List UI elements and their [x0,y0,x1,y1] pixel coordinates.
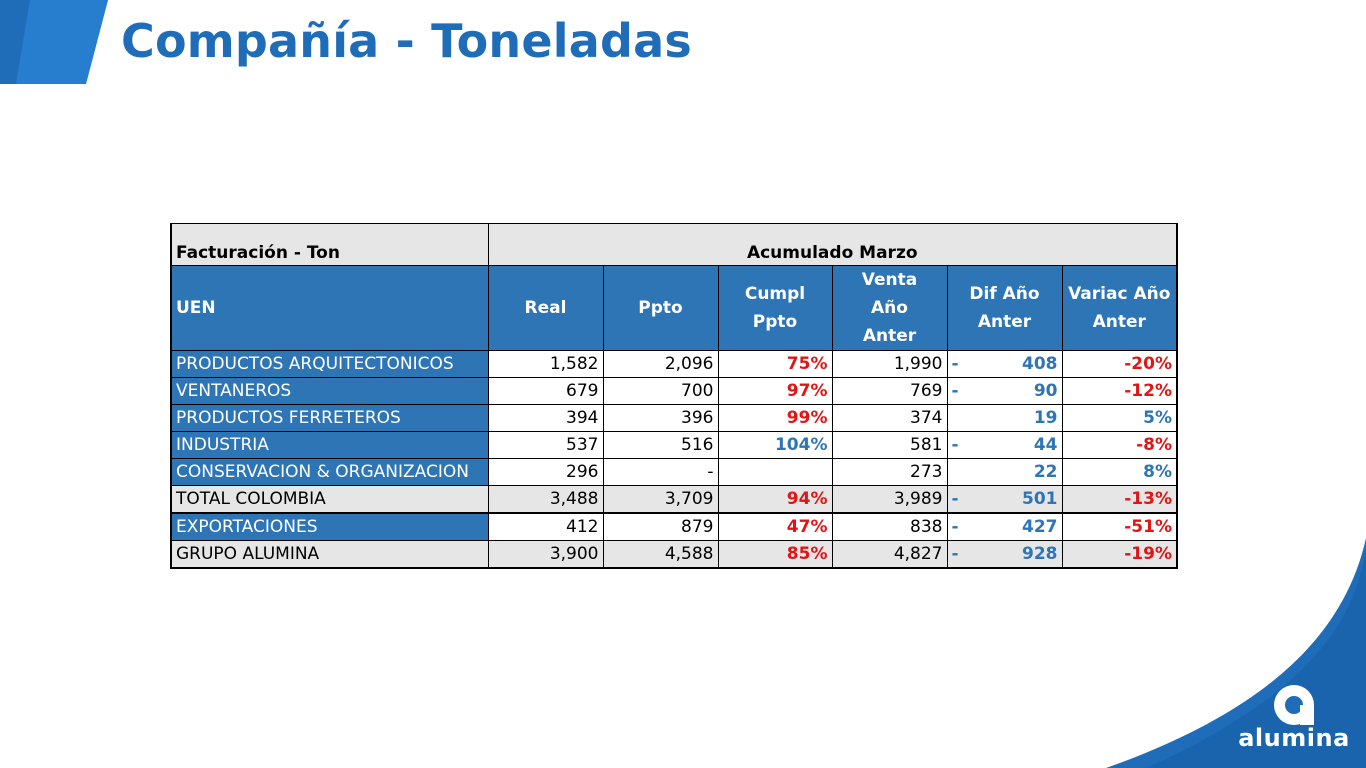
column-header-cumpl: Cumpl Ppto [717,265,833,351]
dif-value: - 427 [946,512,1063,541]
dif-number: 44 [1033,435,1058,455]
cumpl-value: 47% [717,512,833,541]
dif-sign: - [951,435,959,455]
venta-value: 769 [831,377,948,405]
ppto-value: 879 [602,512,719,541]
dif-sign: - [951,381,959,401]
alumina-logo-text: alumina [1238,724,1350,752]
variac-value: -51% [1061,512,1178,541]
table-row: GRUPO ALUMINA 3,900 4,588 85% 4,827- 928 -19% [170,540,1178,569]
dif-number: 19 [1033,408,1058,428]
dif-number: 22 [1033,462,1058,482]
page-title: Compañía - Toneladas [121,14,692,68]
variac-value: -12% [1061,377,1178,405]
cumpl-value: 97% [717,377,833,405]
venta-value: 581 [831,431,948,459]
variac-value: 8% [1061,458,1178,486]
dif-number: 501 [1022,489,1058,509]
column-header-ppto: Ppto [602,265,719,351]
venta-value: 838 [831,512,948,541]
real-value: 679 [487,377,604,405]
dif-value: - 44 [946,431,1063,459]
ppto-value: 4,588 [602,540,719,569]
table-row: PRODUCTOS ARQUITECTONICOS 1,582 2,096 75% 1,… [170,350,1178,378]
dif-sign: - [951,517,959,537]
row-label: VENTANEROS [170,377,489,405]
table-row: VENTANEROS 679 700 97% 769- 90 -12% [170,377,1178,405]
real-value: 3,488 [487,485,604,514]
venta-value: 3,989 [831,485,948,514]
cumpl-value: 104% [717,431,833,459]
column-header-dif: Dif Año Anter [946,265,1063,351]
dif-sign: - [951,489,959,509]
cumpl-value: 85% [717,540,833,569]
dif-value: - 408 [946,350,1063,378]
table-row: PRODUCTOS FERRETEROS 394 396 99% 374 19 5% [170,404,1178,432]
table-header-row-2: UEN Real Ppto Cumpl Ppto Venta Año Anter… [170,265,1178,351]
ppto-value: 516 [602,431,719,459]
table-row: INDUSTRIA 537 516 104% 581- 44 -8% [170,431,1178,459]
row-label: PRODUCTOS FERRETEROS [170,404,489,432]
venta-value: 273 [831,458,948,486]
column-header-real: Real [487,265,604,351]
table-row: TOTAL COLOMBIA 3,488 3,709 94% 3,989- 501 -13% [170,485,1178,514]
ppto-value: 700 [602,377,719,405]
tonnage-table: Facturación - Ton Acumulado Marzo UEN Re… [170,223,1178,569]
variac-value: -8% [1061,431,1178,459]
row-label: CONSERVACION & ORGANIZACION [170,458,489,486]
row-label: TOTAL COLOMBIA [170,485,489,514]
dif-number: 408 [1022,354,1058,374]
real-value: 394 [487,404,604,432]
variac-value: 5% [1061,404,1178,432]
dif-sign: - [951,354,959,374]
corner-accent-shape [0,0,108,84]
venta-value: 4,827 [831,540,948,569]
ppto-value: 2,096 [602,350,719,378]
cumpl-value: 75% [717,350,833,378]
real-value: 296 [487,458,604,486]
dif-value: - 928 [946,540,1063,569]
corner-label: Facturación - Ton [170,223,489,266]
venta-value: 1,990 [831,350,948,378]
dif-value: 19 [946,404,1063,432]
dif-value: - 501 [946,485,1063,514]
row-label: EXPORTACIONES [170,512,489,541]
dif-value: 22 [946,458,1063,486]
cumpl-value: 99% [717,404,833,432]
cumpl-value [717,458,833,486]
table-row: CONSERVACION & ORGANIZACION 296- 273 22 8% [170,458,1178,486]
cumpl-value: 94% [717,485,833,514]
ppto-value: 396 [602,404,719,432]
row-label: PRODUCTOS ARQUITECTONICOS [170,350,489,378]
alumina-logo: alumina [1232,684,1356,760]
ppto-value: - [602,458,719,486]
table-row: EXPORTACIONES 412 879 47% 838- 427 -51% [170,512,1178,541]
table-header-row-1: Facturación - Ton Acumulado Marzo [170,223,1178,266]
real-value: 3,900 [487,540,604,569]
real-value: 412 [487,512,604,541]
real-value: 1,582 [487,350,604,378]
period-group-header: Acumulado Marzo [487,223,1178,266]
dif-number: 928 [1022,544,1058,564]
row-label: INDUSTRIA [170,431,489,459]
dif-number: 90 [1033,381,1058,401]
uen-header: UEN [170,265,489,351]
real-value: 537 [487,431,604,459]
variac-value: -13% [1061,485,1178,514]
column-header-variac: Variac Año Anter [1061,265,1178,351]
dif-value: - 90 [946,377,1063,405]
venta-value: 374 [831,404,948,432]
dif-sign: - [951,544,959,564]
ppto-value: 3,709 [602,485,719,514]
alumina-logo-icon [1274,685,1314,725]
column-header-venta: Venta Año Anter [831,265,948,351]
row-label: GRUPO ALUMINA [170,540,489,569]
variac-value: -19% [1061,540,1178,569]
dif-number: 427 [1022,517,1058,537]
variac-value: -20% [1061,350,1178,378]
